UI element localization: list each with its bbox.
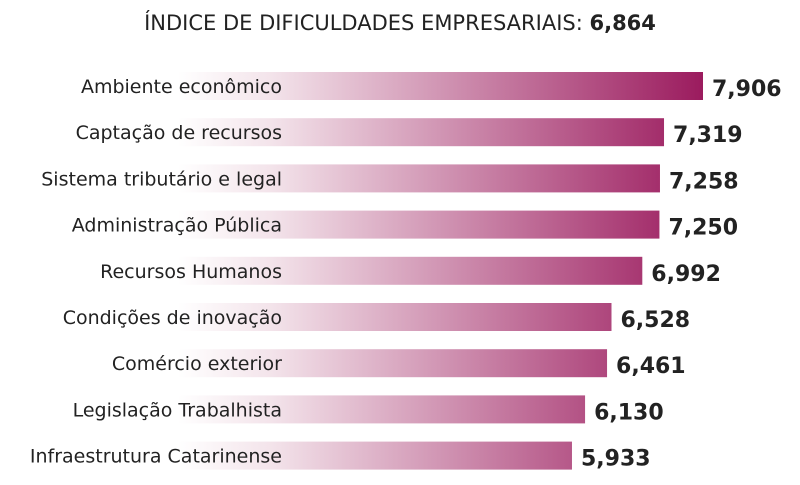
bar xyxy=(178,441,572,470)
bar-row: Administração Pública 7,250 xyxy=(72,210,738,241)
bar-row: Sistema tributário e legal 7,258 xyxy=(41,164,739,194)
bar-row: Comércio exterior 6,461 xyxy=(112,349,686,379)
bar xyxy=(178,72,703,100)
category-label: Administração Pública xyxy=(72,215,282,237)
category-label: Sistema tributário e legal xyxy=(41,168,282,190)
bar-row: Ambiente econômico 7,906 xyxy=(81,72,782,102)
value-label: 7,319 xyxy=(673,123,743,148)
bar xyxy=(178,395,586,424)
chart-title-text: ÍNDICE DE DIFICULDADES EMPRESARIAIS: xyxy=(144,10,583,35)
value-label: 7,250 xyxy=(668,216,738,241)
bar xyxy=(178,118,665,147)
category-label: Comércio exterior xyxy=(112,353,282,375)
bar-row: Infraestrutura Catarinense 5,933 xyxy=(30,441,651,472)
chart-title: ÍNDICE DE DIFICULDADES EMPRESARIAIS: 6,8… xyxy=(144,10,656,35)
bar xyxy=(178,164,660,193)
bar xyxy=(178,303,612,331)
value-label: 7,906 xyxy=(712,77,782,102)
category-label: Ambiente econômico xyxy=(81,76,282,98)
category-label: Infraestrutura Catarinense xyxy=(30,446,282,468)
category-label: Condições de inovação xyxy=(63,307,282,329)
bar-row: Recursos Humanos 6,992 xyxy=(100,256,721,287)
bar-row: Legislação Trabalhista 6,130 xyxy=(73,395,664,425)
bar xyxy=(178,210,660,239)
category-label: Recursos Humanos xyxy=(100,261,282,283)
bar-row: Captação de recursos 7,319 xyxy=(76,118,743,148)
value-label: 7,258 xyxy=(669,169,739,194)
category-label: Captação de recursos xyxy=(76,122,282,144)
value-label: 6,992 xyxy=(651,262,721,287)
chart-title-value: 6,864 xyxy=(589,11,655,35)
value-label: 6,461 xyxy=(616,354,686,379)
value-label: 5,933 xyxy=(581,447,651,472)
bar-row: Condições de inovação 6,528 xyxy=(63,303,690,333)
value-label: 6,130 xyxy=(594,400,664,425)
value-label: 6,528 xyxy=(620,308,690,333)
bar xyxy=(178,256,643,285)
category-label: Legislação Trabalhista xyxy=(73,399,282,421)
bar xyxy=(178,349,608,378)
